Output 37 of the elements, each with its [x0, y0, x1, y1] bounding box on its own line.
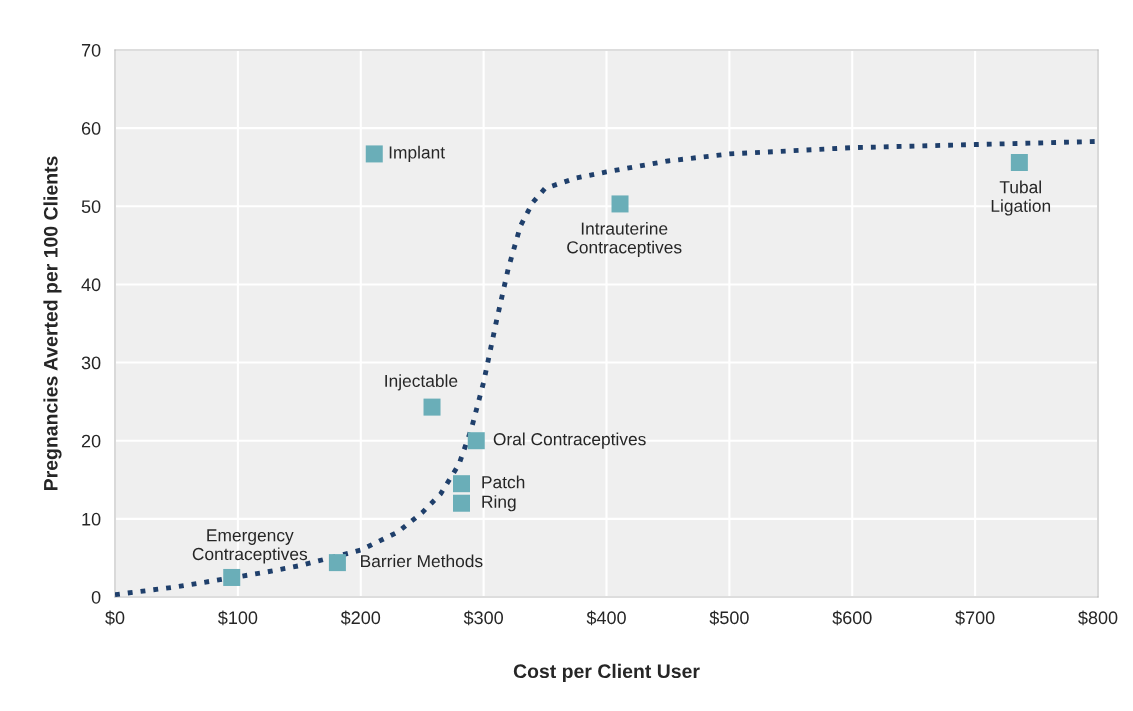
annotation: Implant — [389, 145, 445, 163]
x-tick-label: $0 — [105, 610, 125, 626]
y-tick-label: 0 — [91, 590, 101, 604]
x-tick-label: $700 — [955, 610, 995, 626]
x-tick-label: $800 — [1078, 610, 1118, 626]
y-axis-title: Pregnancies Averted per 100 Clients — [43, 156, 62, 491]
point — [611, 195, 629, 213]
y-tick-label: 20 — [81, 434, 101, 448]
annotation: Tubal Ligation — [991, 180, 1051, 216]
x-tick-label: $200 — [340, 610, 381, 626]
annotation: Ring — [482, 495, 516, 512]
point — [423, 398, 441, 416]
y-tick-label: 10 — [82, 512, 101, 526]
annotation: Barrier Methods — [361, 554, 483, 568]
x-tick-label: $100 — [217, 610, 258, 626]
point — [453, 494, 471, 512]
annotation: Oral Contraceptives — [493, 432, 646, 449]
point — [1010, 154, 1028, 172]
point — [467, 432, 485, 450]
point — [223, 568, 241, 586]
annotation: Injectable — [385, 374, 458, 391]
x-tick-label: $600 — [832, 610, 872, 626]
annotation: Intrauterine Contraceptives — [567, 222, 682, 257]
x-tick-label: $500 — [709, 610, 749, 626]
x-axis-title: Cost per Client User — [513, 663, 700, 682]
y-tick-label: 60 — [81, 122, 101, 135]
y-tick-label: 50 — [81, 200, 101, 214]
y-tick-label: 30 — [81, 356, 101, 370]
x-tick-label: $400 — [586, 610, 626, 626]
y-tick-label: 40 — [81, 278, 101, 292]
annotation: Patch — [482, 475, 525, 489]
point — [328, 554, 346, 572]
point — [453, 475, 471, 493]
point — [365, 145, 383, 163]
y-tick-label: 70 — [81, 43, 101, 57]
x-tick-label: $300 — [463, 610, 503, 626]
annotation: Emergency Contraceptives — [192, 529, 308, 564]
